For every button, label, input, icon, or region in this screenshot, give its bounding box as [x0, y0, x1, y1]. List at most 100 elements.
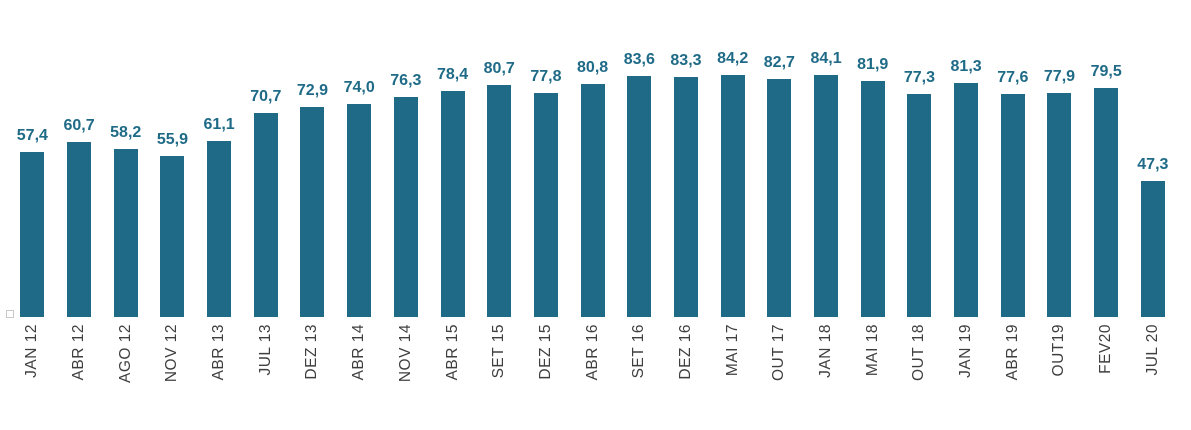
bar-column: 80,7 [476, 59, 523, 317]
x-axis-tick-cell: ABR 19 [989, 324, 1036, 380]
x-axis-tick-cell: JUL 13 [242, 324, 289, 376]
x-axis-tick-label: JAN 19 [957, 324, 975, 378]
x-axis-tick-cell: OUT 18 [896, 324, 943, 381]
x-axis-tick-cell: SET 15 [476, 324, 523, 378]
bar [814, 75, 839, 317]
bar-value-label: 77,8 [530, 68, 562, 85]
bar-column: 47,3 [1130, 155, 1177, 317]
x-axis-tick-label: NOV 12 [163, 324, 181, 383]
bar [860, 81, 885, 317]
x-axis-tick-cell: NOV 12 [149, 324, 196, 382]
bar-value-label: 84,1 [810, 50, 842, 67]
x-axis-tick-cell: ABR 16 [569, 324, 616, 380]
bar-value-label: 77,6 [997, 69, 1029, 86]
x-axis-tick-label: JAN 18 [817, 324, 835, 378]
x-axis-tick-cell: ABR 15 [429, 324, 476, 380]
x-axis-tick-cell: ABR 14 [336, 324, 383, 380]
bar-value-label: 60,7 [63, 117, 95, 134]
x-axis-tick-cell: OUT 17 [756, 324, 803, 381]
bar-value-label: 77,9 [1043, 68, 1076, 85]
bar-value-label: 57,4 [16, 127, 48, 144]
x-axis-tick-label: ABR 16 [583, 324, 601, 381]
bar-column: 81,9 [849, 55, 896, 317]
x-axis-tick-label: SET 16 [630, 324, 648, 379]
bar-column: 77,3 [896, 68, 943, 317]
x-axis-tick-cell: MAI 17 [709, 324, 756, 376]
bar-column: 82,7 [756, 53, 803, 317]
bar [1140, 181, 1165, 317]
bar [67, 142, 92, 317]
x-axis-tick-cell: DEZ 13 [289, 324, 336, 380]
bar [720, 75, 745, 317]
x-axis-tick-cell: DEZ 15 [523, 324, 570, 380]
bar-value-label: 55,9 [156, 131, 188, 148]
bar [533, 93, 558, 317]
x-axis-tick-cell: SET 16 [616, 324, 663, 378]
bar-column: 55,9 [149, 130, 196, 317]
x-axis-tick-cell: JAN 18 [803, 324, 850, 378]
bar [907, 94, 932, 317]
bar-column: 60,7 [56, 116, 103, 317]
plot-area: 57,4 60,7 58,2 55,9 61,1 70,7 72,9 74,0 76,3 78,4… [9, 49, 1177, 317]
x-axis-tick-label: AGO 12 [116, 324, 134, 383]
bar-column: 72,9 [289, 81, 336, 317]
x-axis-tick-cell: FEV20 [1083, 324, 1130, 374]
x-axis-tick-label: OUT 17 [770, 324, 788, 381]
x-axis-tick-label: SET 15 [490, 324, 508, 379]
x-axis-tick-label: ABR 19 [1003, 324, 1021, 381]
bar-column: 77,9 [1036, 67, 1083, 317]
x-axis-tick-cell: ABR 12 [56, 324, 103, 380]
bar [1000, 94, 1025, 317]
bar [440, 91, 465, 317]
x-axis-tick-label: ABR 13 [210, 324, 228, 381]
bar-value-label: 79,5 [1090, 63, 1122, 80]
bar-value-label: 81,9 [857, 56, 889, 73]
x-axis-tick-label: ABR 15 [443, 324, 461, 381]
bar-column: 76,3 [383, 71, 430, 317]
bar [673, 77, 698, 317]
bar [487, 85, 512, 317]
bar-value-label: 78,4 [436, 66, 469, 83]
bar-column: 79,5 [1083, 62, 1130, 317]
bar [160, 156, 185, 317]
x-axis-tick-label: MAI 17 [723, 324, 741, 377]
bar-value-label: 74,0 [343, 79, 375, 96]
bar-value-label: 76,3 [390, 72, 422, 89]
bar-value-label: 61,1 [203, 116, 235, 133]
x-axis-tick-label: JAN 12 [23, 324, 41, 378]
bar [1047, 93, 1072, 317]
x-axis-tick-label: JUL 13 [256, 324, 274, 376]
bar-value-label: 81,3 [950, 58, 982, 75]
bar-column: 61,1 [196, 115, 243, 317]
bar-value-label: 47,3 [1137, 156, 1169, 173]
bar-value-label: 80,8 [577, 59, 609, 76]
bar [20, 152, 45, 317]
x-axis-tick-cell: JAN 19 [943, 324, 990, 378]
bar-column: 84,2 [709, 49, 756, 317]
stray-marker-square [6, 310, 14, 318]
bar-column: 84,1 [803, 49, 850, 317]
bar-column: 57,4 [9, 126, 56, 317]
bar [347, 104, 372, 317]
bar [207, 141, 232, 317]
x-axis-tick-label: MAI 18 [863, 324, 881, 377]
bar [767, 79, 792, 317]
bar [300, 107, 325, 317]
x-axis-tick-cell: NOV 14 [383, 324, 430, 382]
bar-value-label: 83,3 [670, 52, 702, 69]
x-axis-tick-cell: OUT19 [1036, 324, 1083, 376]
bar [393, 97, 418, 317]
x-axis-labels: JAN 12 ABR 12 AGO 12 NOV 12 ABR 13 JUL 13 DEZ … [0, 324, 1191, 383]
x-axis-tick-label: DEZ 15 [536, 324, 554, 380]
bar-value-label: 80,7 [483, 60, 515, 77]
x-axis-tick-label: ABR 14 [350, 324, 368, 381]
bar [113, 149, 138, 317]
x-axis-tick-label: DEZ 16 [676, 324, 694, 380]
x-axis-tick-label: ABR 12 [70, 324, 88, 381]
bar-column: 77,8 [523, 67, 570, 317]
x-axis-tick-cell: ABR 13 [196, 324, 243, 380]
bar-value-label: 83,6 [623, 51, 655, 68]
bar-column: 80,8 [569, 58, 616, 317]
bar-column: 77,6 [989, 68, 1036, 317]
x-axis-tick-label: NOV 14 [396, 324, 414, 383]
